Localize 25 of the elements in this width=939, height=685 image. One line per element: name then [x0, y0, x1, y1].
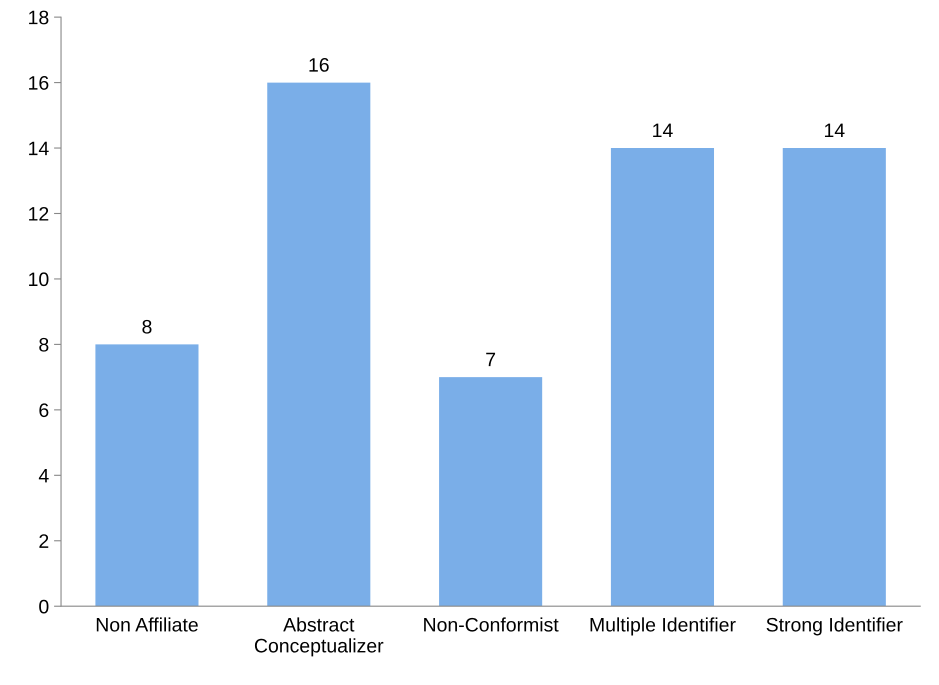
y-tick-label: 14 [29, 142, 49, 156]
x-tick-label: Strong Identifier [766, 617, 903, 636]
data-label: 14 [824, 124, 845, 138]
bar [610, 148, 714, 606]
data-label: 16 [309, 58, 329, 72]
x-tick-label: Abstract Conceptualizer [254, 617, 384, 656]
y-tick-label: 10 [29, 272, 48, 286]
bar [439, 377, 542, 606]
bar [95, 344, 199, 606]
y-tick-label: 12 [29, 206, 48, 221]
x-tick-label: Non Affiliate [96, 617, 198, 632]
data-label: 14 [653, 124, 673, 138]
data-label: 8 [142, 320, 152, 334]
y-tick-label: 16 [29, 76, 48, 90]
y-tick-label: 18 [29, 10, 48, 24]
x-tick-label: Multiple Identifier [590, 617, 736, 636]
bar [782, 148, 886, 606]
y-tick-label: 2 [39, 534, 48, 548]
y-tick-label: 4 [38, 468, 49, 482]
y-tick-label: 6 [39, 403, 48, 418]
y-tick-label: 8 [39, 338, 48, 352]
data-label: 7 [486, 352, 496, 366]
x-tick-label: Non-Conformist [424, 617, 559, 632]
bar [267, 82, 370, 606]
y-tick-label: 0 [39, 600, 48, 614]
